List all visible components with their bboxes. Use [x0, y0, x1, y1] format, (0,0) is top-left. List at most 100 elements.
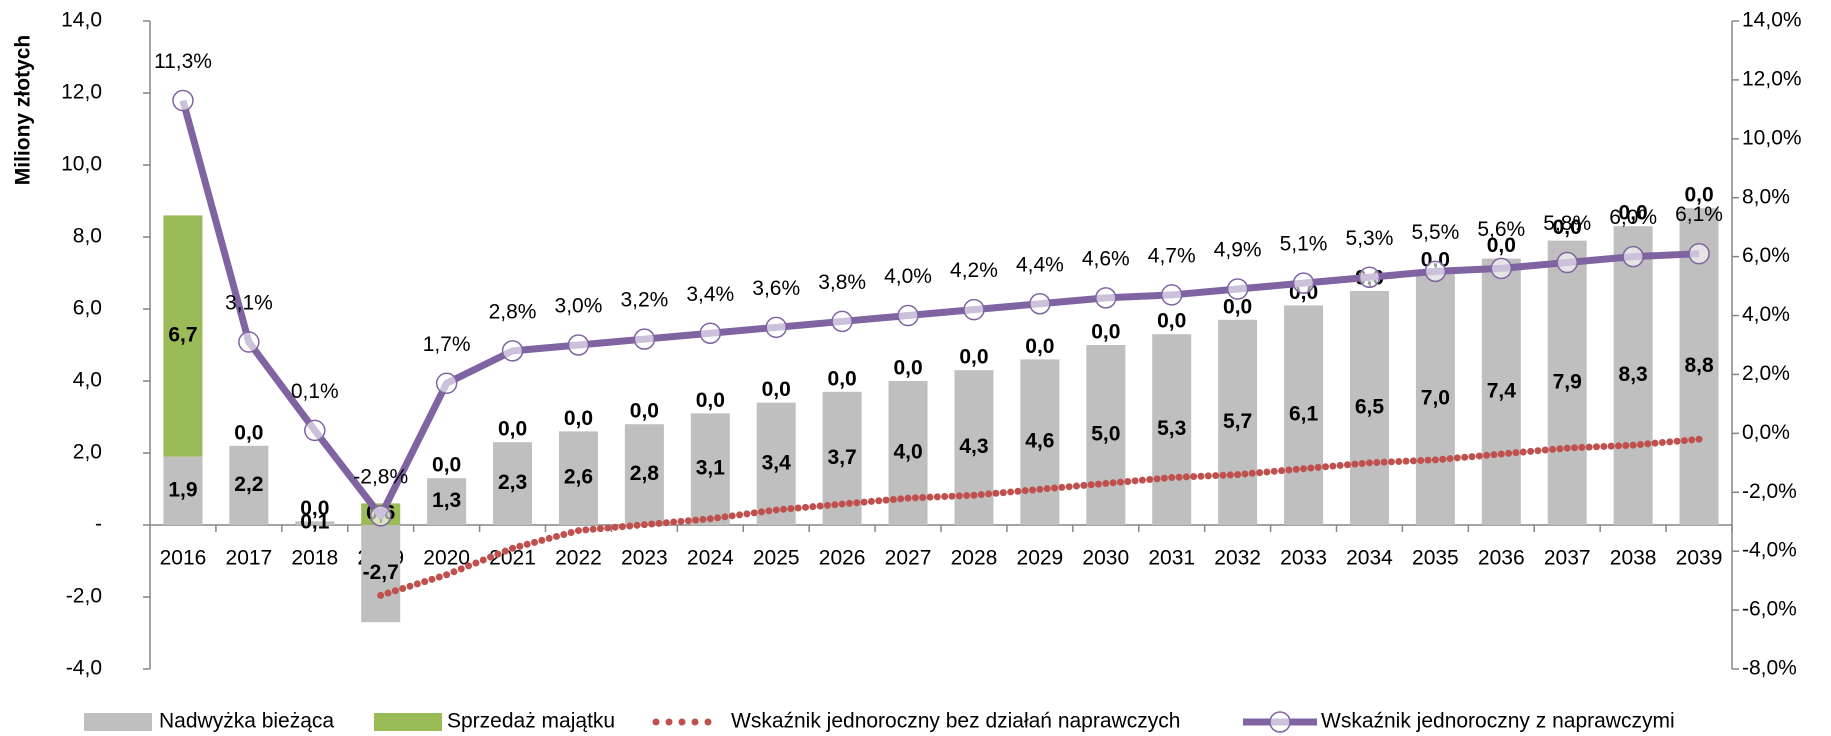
- dot-segment: [1072, 482, 1080, 490]
- line-point: [443, 571, 451, 579]
- dot-segment: [487, 553, 495, 561]
- dot-segment: [479, 556, 487, 564]
- dot-segment: [1424, 456, 1432, 464]
- dot-segment: [648, 520, 656, 528]
- dot-segment: [589, 525, 597, 533]
- bar-value-label: 0,0: [498, 418, 527, 441]
- line: [179, 99, 1700, 520]
- dot-segment: [860, 498, 868, 506]
- dot-segment: [384, 589, 392, 597]
- line-value-label: 3,0%: [555, 295, 603, 318]
- dot-segment: [721, 513, 729, 521]
- dot-segment: [1124, 477, 1132, 485]
- line-marker: [765, 316, 787, 339]
- dot-segment: [1314, 463, 1322, 471]
- dot-segment: [1600, 442, 1608, 450]
- dot-segment: [750, 509, 758, 517]
- legend-swatch: [84, 713, 152, 731]
- dot-segment: [758, 508, 766, 516]
- dot-segment: [1138, 476, 1146, 484]
- x-tick-label: 2038: [1610, 547, 1657, 570]
- bar: [756, 402, 796, 525]
- dot-segment: [662, 519, 670, 527]
- dot-segment: [1505, 449, 1513, 457]
- legend-swatch: [665, 718, 673, 726]
- dot-segment: [1204, 472, 1212, 480]
- bar-value-label: 0,0: [1025, 335, 1054, 358]
- dot-segment: [1021, 487, 1029, 495]
- dot-segment: [457, 565, 465, 573]
- bar-value-label: 5,0: [1091, 423, 1120, 446]
- dot-segment: [1439, 455, 1447, 463]
- dot-segment: [560, 530, 568, 538]
- y2-tick-label: 6,0%: [1742, 244, 1790, 267]
- dot-segment: [1585, 443, 1593, 451]
- line-value-label: 3,2%: [620, 289, 668, 312]
- y-tick-label: 6,0: [73, 297, 102, 320]
- legend-swatch: [691, 718, 699, 726]
- dot-segment: [567, 529, 575, 537]
- dot-segment: [889, 495, 897, 503]
- bar-value-label: 4,0: [893, 441, 922, 464]
- line-marker: [1160, 284, 1183, 306]
- y2-tick-label: 0,0%: [1742, 421, 1790, 444]
- dot-segment: [406, 582, 414, 590]
- line-marker: [1358, 266, 1381, 289]
- y-tick-label: 8,0: [73, 225, 102, 248]
- line-marker: [1424, 260, 1447, 283]
- dot-segment: [1007, 488, 1015, 496]
- x-tick-label: 2017: [226, 547, 273, 570]
- bar-value-label: 0,0: [893, 357, 922, 380]
- bar-value-label: 0,0: [1091, 321, 1120, 344]
- line-marker: [1622, 245, 1644, 268]
- dot-segment: [977, 491, 985, 499]
- dot-segment: [1182, 473, 1190, 481]
- x-tick-label: 2018: [291, 547, 338, 570]
- dot-segment: [1292, 465, 1300, 473]
- dot-segment: [684, 517, 692, 525]
- dot-segment: [1212, 472, 1220, 480]
- dot-segment: [435, 573, 443, 581]
- dot-segment: [1146, 476, 1154, 484]
- line-value-label: 5,3%: [1346, 227, 1394, 250]
- x-tick-label: 2022: [555, 547, 602, 570]
- line-point: [970, 491, 978, 499]
- dot-segment: [1336, 461, 1344, 469]
- line-point: [1102, 479, 1110, 487]
- dot-segment: [1322, 463, 1330, 471]
- dot-segment: [882, 496, 890, 504]
- bar-value-label: 0,0: [828, 367, 857, 390]
- line-value-label: 3,6%: [752, 277, 800, 300]
- line-marker: [304, 419, 326, 442]
- x-tick-label: 2035: [1412, 547, 1459, 570]
- y-tick-label: -2,0: [66, 585, 102, 608]
- line-value-label: 5,1%: [1280, 233, 1328, 256]
- bar-value-label: 0,0: [762, 378, 791, 401]
- dot-segment: [963, 492, 971, 500]
- line-value-label: 6,0%: [1609, 206, 1657, 229]
- dot-segment: [992, 489, 1000, 497]
- dot-segment: [955, 492, 963, 500]
- x-tick-label: 2027: [885, 547, 932, 570]
- dot-segment: [501, 547, 509, 555]
- bar: [163, 215, 203, 457]
- dot-segment: [831, 501, 839, 509]
- line-point: [574, 527, 582, 535]
- line-point: [509, 544, 517, 552]
- dot-segment: [450, 568, 458, 576]
- line-point: [640, 521, 648, 529]
- bar-value-label: 0,0: [1684, 184, 1713, 207]
- dot-segment: [728, 512, 736, 520]
- line-value-label: 4,7%: [1148, 244, 1196, 267]
- dot-segment: [1351, 460, 1359, 468]
- bar: [1415, 273, 1455, 525]
- dot-segment: [926, 493, 934, 501]
- dot-segment: [853, 499, 861, 507]
- dot-segment: [911, 494, 919, 502]
- dot-segment: [1453, 454, 1461, 462]
- dot-segment: [391, 587, 399, 595]
- y-tick-label: -: [95, 513, 102, 536]
- dot-segment: [743, 510, 751, 518]
- bar-value-label: 1,3: [432, 489, 461, 512]
